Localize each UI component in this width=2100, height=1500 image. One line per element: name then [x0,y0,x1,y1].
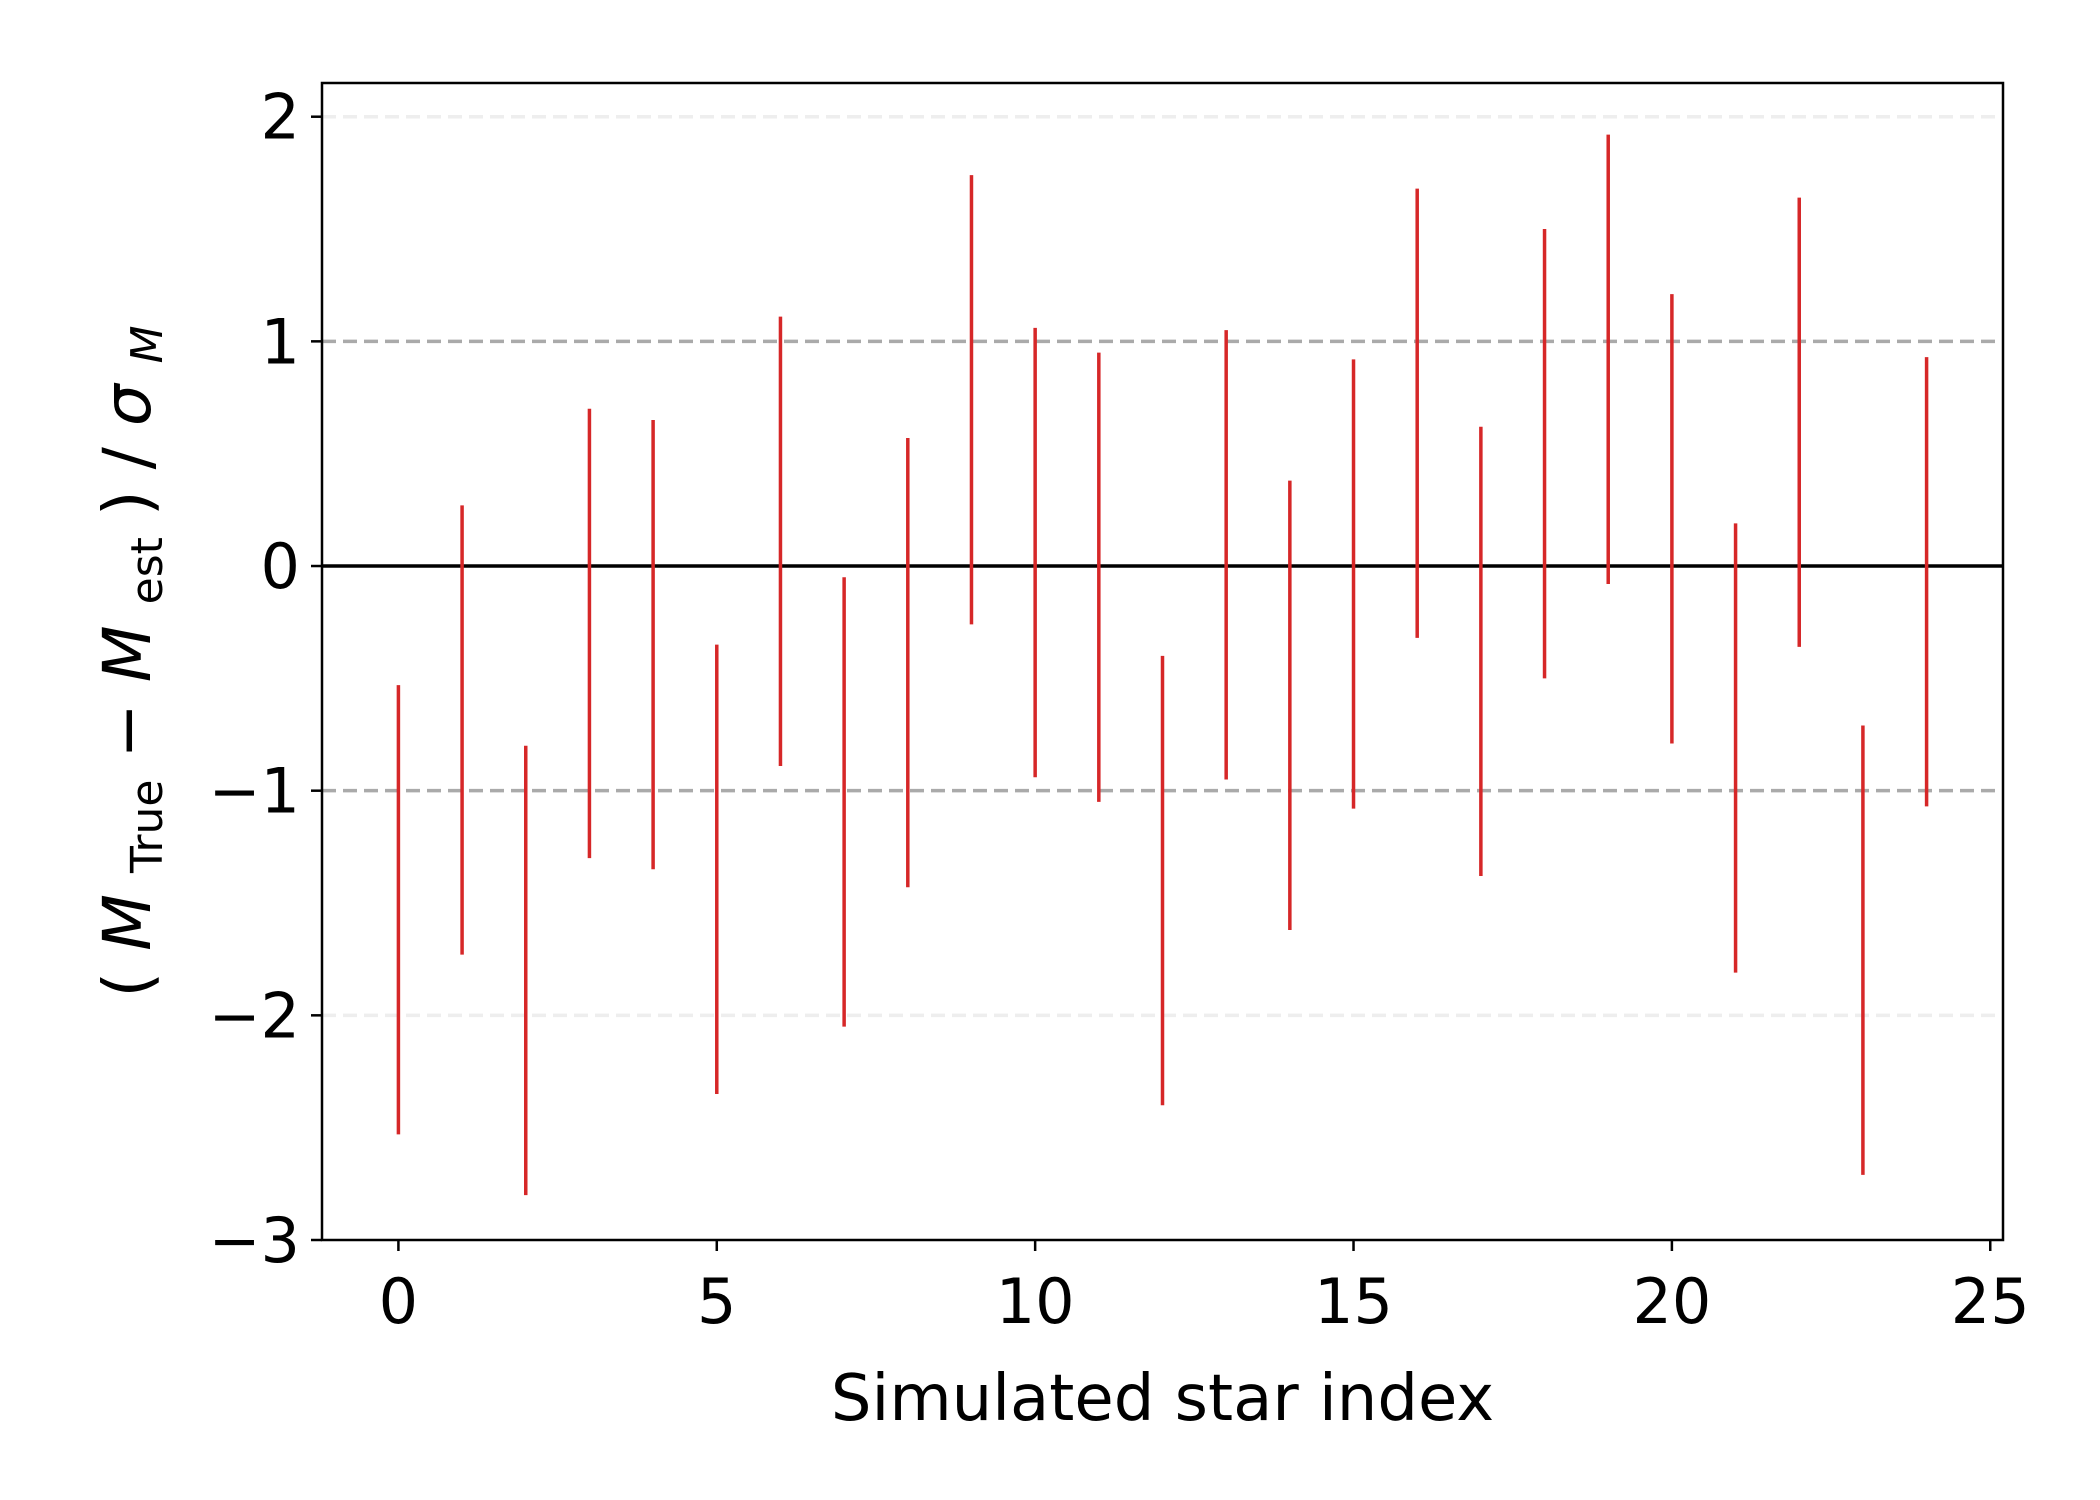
y-label-sub-true: True [122,780,173,874]
x-axis-ticks: 0 5 10 15 20 25 [379,1240,2030,1338]
x-axis-label: Simulated star index [831,1362,1494,1436]
y-label-slash: / [89,426,166,469]
error-bars [396,134,1929,1196]
x-tick-label: 25 [1951,1265,2030,1338]
y-tick-label: 0 [261,530,300,603]
x-tick-label: 5 [697,1265,736,1338]
y-label-m-est: M [89,625,166,682]
y-label-sub-sigma: M [122,325,173,363]
y-tick-label: −2 [209,979,300,1052]
y-tick-label: −1 [209,755,300,828]
y-label-sub-est: est [122,537,173,604]
x-tick-label: 10 [996,1265,1075,1338]
y-label-minus: − [89,682,166,758]
x-tick-label: 15 [1314,1265,1393,1338]
x-tick-label: 20 [1632,1265,1711,1338]
x-tick-label: 0 [379,1265,418,1338]
y-label-sigma: σ [89,382,166,426]
y-tick-label: −3 [209,1204,300,1277]
y-label-open-paren: ( [89,972,166,998]
y-axis-ticks: −3 −2 −1 0 1 2 [209,81,322,1277]
y-label-close-paren: ) [89,490,166,516]
y-tick-label: 1 [261,305,300,378]
plot-frame [320,81,2005,1242]
y-axis-label: ( M True − M est ) / σ M [89,325,178,997]
y-label-m-true: M [89,894,166,951]
y-tick-label: 2 [261,81,300,154]
